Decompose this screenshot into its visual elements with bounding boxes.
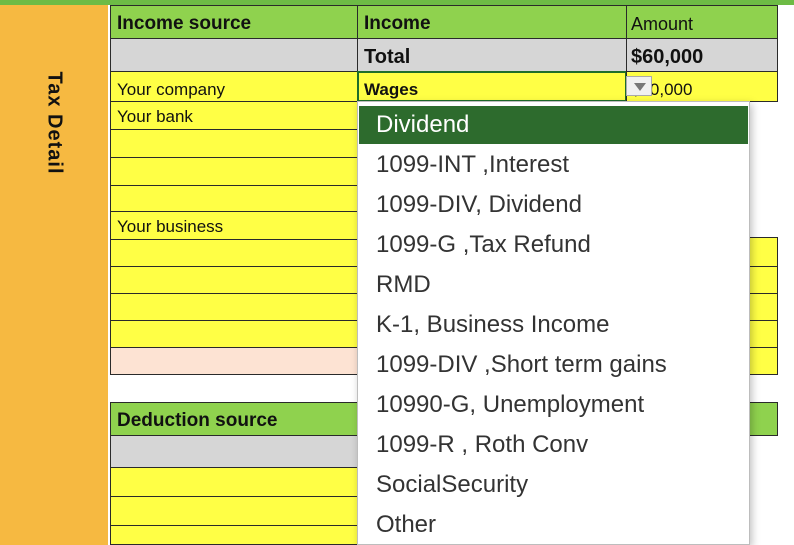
- col-header-deduction-source-label: Deduction source: [117, 410, 278, 431]
- income-source-cell[interactable]: [110, 157, 358, 186]
- col-header-amount-label: Amount: [631, 14, 694, 34]
- income-source-text: Your business: [117, 217, 224, 236]
- col-header-income-source[interactable]: Income source: [110, 5, 358, 39]
- amount-cell[interactable]: [748, 347, 778, 375]
- income-source-cell[interactable]: [110, 266, 358, 294]
- income-source-cell[interactable]: [110, 320, 358, 348]
- deduction-total-cell[interactable]: [110, 435, 358, 468]
- col-header-amount[interactable]: Amount: [626, 5, 778, 39]
- menu-item-k1[interactable]: K-1, Business Income: [376, 311, 610, 338]
- menu-item-rmd[interactable]: RMD: [376, 271, 431, 298]
- income-source-cell[interactable]: Your company: [110, 71, 358, 102]
- income-source-cell[interactable]: [110, 129, 358, 158]
- income-type-cell-active[interactable]: Wages: [357, 71, 627, 102]
- income-source-cell[interactable]: Your business: [110, 211, 358, 240]
- income-source-text: Your bank: [117, 107, 193, 126]
- amount-cell[interactable]: [748, 320, 778, 348]
- menu-item-1099-r[interactable]: 1099-R , Roth Conv: [376, 431, 589, 458]
- top-green-bar: [0, 0, 794, 5]
- deduction-header-cell[interactable]: [748, 402, 778, 436]
- dropdown-toggle-button[interactable]: [626, 76, 652, 96]
- income-type-text: Wages: [364, 80, 419, 99]
- sidebar-title: Tax Detail: [43, 71, 66, 175]
- income-source-cell[interactable]: [110, 239, 358, 267]
- chevron-down-icon: [634, 83, 646, 91]
- total-label-cell[interactable]: Total: [357, 38, 627, 72]
- income-source-cell[interactable]: [110, 293, 358, 321]
- menu-item-1099-div[interactable]: 1099-DIV, Dividend: [376, 191, 582, 218]
- deduction-source-cell[interactable]: [110, 525, 358, 545]
- col-header-deduction-source[interactable]: Deduction source: [110, 402, 358, 436]
- menu-item-unemployment[interactable]: 10990-G, Unemployment: [376, 391, 645, 418]
- amount-cell[interactable]: [748, 293, 778, 321]
- income-source-text: Your company: [117, 80, 226, 99]
- income-source-cell[interactable]: Your bank: [110, 101, 358, 130]
- total-row-source-cell[interactable]: [110, 38, 358, 72]
- menu-item-social-security[interactable]: SocialSecurity: [376, 471, 529, 498]
- income-source-cell[interactable]: [110, 347, 358, 375]
- total-value-cell[interactable]: $60,000: [626, 38, 778, 72]
- total-value: $60,000: [631, 46, 704, 68]
- total-label: Total: [364, 46, 411, 68]
- col-header-income-label: Income: [364, 13, 431, 34]
- menu-item-dividend[interactable]: Dividend: [359, 106, 748, 144]
- dropdown-menu: Dividend 1099-INT ,Interest 1099-DIV, Di…: [357, 101, 750, 545]
- deduction-source-cell[interactable]: [110, 496, 358, 526]
- menu-item-1099-g[interactable]: 1099-G ,Tax Refund: [376, 231, 591, 258]
- menu-item-1099-int[interactable]: 1099-INT ,Interest: [376, 151, 569, 178]
- sidebar-tax-detail: Tax Detail: [0, 5, 108, 545]
- amount-cell[interactable]: [748, 266, 778, 294]
- col-header-income-source-label: Income source: [117, 13, 252, 34]
- menu-item-1099-div-st[interactable]: 1099-DIV ,Short term gains: [376, 351, 667, 378]
- menu-item-other[interactable]: Other: [376, 511, 437, 538]
- col-header-income[interactable]: Income: [357, 5, 627, 39]
- amount-cell[interactable]: [748, 237, 778, 267]
- deduction-source-cell[interactable]: [110, 467, 358, 497]
- income-source-cell[interactable]: [110, 185, 358, 212]
